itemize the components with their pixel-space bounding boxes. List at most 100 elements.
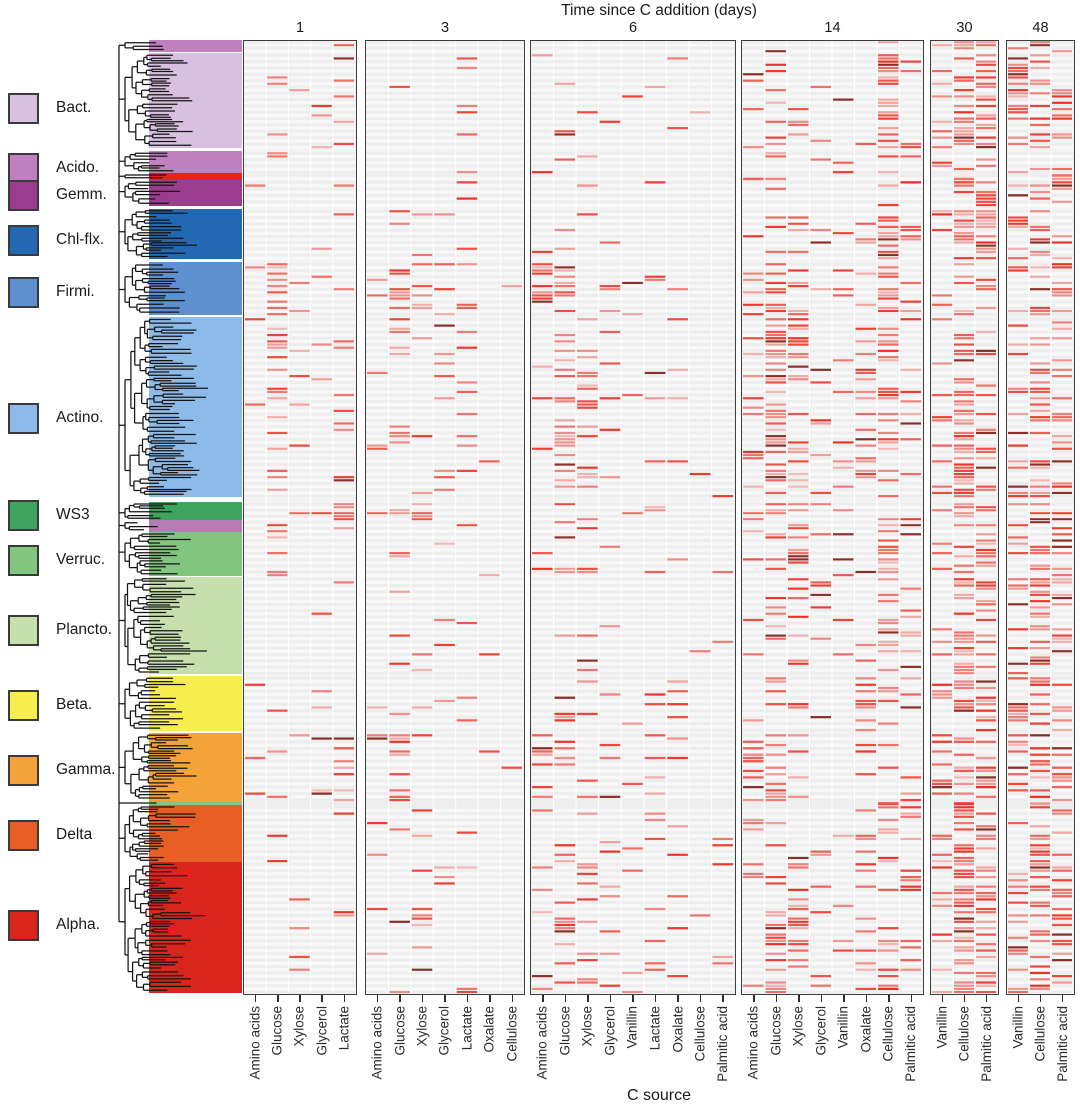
column-label-text: Amino acids xyxy=(247,1006,263,1080)
clade-band-plancto xyxy=(149,577,242,674)
legend-swatch xyxy=(8,276,39,308)
legend-label: Alpha. xyxy=(56,916,100,933)
clade-band-green_sliver xyxy=(149,801,242,805)
legend-swatch xyxy=(8,92,39,124)
column-label-text: Cellulose xyxy=(504,1006,520,1062)
legend-swatch xyxy=(8,544,39,576)
clade-band-verruc xyxy=(149,532,242,576)
panel-day-label-1: 1 xyxy=(295,20,305,36)
clade-band-acido2 xyxy=(149,520,242,532)
column-label-text: Lactate xyxy=(336,1006,352,1051)
legend-item-acido: Acido. xyxy=(8,152,100,184)
legend-swatch xyxy=(8,614,39,646)
legend-item-verruc: Verruc. xyxy=(8,544,106,576)
axis-tick xyxy=(564,995,567,1002)
tree-branches xyxy=(118,42,208,991)
clade-band-acido_top xyxy=(149,40,242,52)
axis-tick xyxy=(865,995,867,1002)
column-label-text: Vanillin xyxy=(934,1006,950,1049)
axis-tick xyxy=(941,995,944,1002)
axis-tick xyxy=(376,995,379,1002)
panel-day-label-6: 6 xyxy=(628,20,638,36)
column-label-text: Glycerol xyxy=(437,1006,452,1056)
clade-band-alpha xyxy=(149,862,242,993)
axis-tick xyxy=(888,995,890,1002)
column-label-text: Amino acids xyxy=(369,1006,385,1080)
column-label-text: Glucose xyxy=(269,1006,285,1056)
axis-tick xyxy=(632,995,634,1002)
axis-tick xyxy=(677,995,679,1002)
column-label-text: Glucose xyxy=(557,1006,573,1056)
clade-band-acido xyxy=(149,151,242,173)
heatmap-panel-day-3 xyxy=(365,40,525,995)
panel-day-label-3: 3 xyxy=(440,20,450,36)
legend-item-firmi: Firmi. xyxy=(8,276,95,308)
axis-tick xyxy=(444,995,446,1002)
heatmap-canvas xyxy=(244,41,355,993)
legend-label: Gamma. xyxy=(56,761,116,778)
axis-tick xyxy=(820,995,822,1002)
column-label-text: Palmitic acid xyxy=(978,1006,994,1082)
legend-item-actino: Actino. xyxy=(8,402,104,434)
column-label-text: Vanillin xyxy=(625,1006,640,1049)
legend-item-beta: Beta. xyxy=(8,689,93,721)
column-label-text: Xylose xyxy=(414,1006,430,1047)
legend-item-bact: Bact. xyxy=(8,92,91,124)
legend-item-plancto: Plancto. xyxy=(8,614,113,646)
column-label-text: Xylose xyxy=(579,1006,595,1047)
column-label-text: Lactate xyxy=(459,1006,475,1051)
legend-label: Plancto. xyxy=(56,621,113,638)
column-label-text: Xylose xyxy=(790,1006,806,1047)
axis-tick xyxy=(321,995,323,1002)
legend-label: Verruc. xyxy=(56,551,106,568)
legend-item-delta: Delta xyxy=(8,819,92,851)
column-label-text: Amino acids xyxy=(745,1006,761,1080)
axis-tick xyxy=(399,995,401,1002)
axis-tick xyxy=(299,995,301,1002)
heatmap-canvas xyxy=(1007,41,1073,993)
legend-item-chlflx: Chl-flx. xyxy=(8,224,105,256)
axis-tick xyxy=(609,995,612,1002)
axis-tick xyxy=(910,995,912,1002)
legend-label: Actino. xyxy=(56,409,104,426)
axis-tick xyxy=(277,995,279,1002)
column-label-text: Lactate xyxy=(647,1006,663,1051)
axis-tick xyxy=(843,995,845,1002)
legend-label: Firmi. xyxy=(56,283,95,300)
axis-tick xyxy=(542,995,544,1002)
axis-tick xyxy=(421,995,424,1002)
heatmap-panel-day-1 xyxy=(243,40,357,995)
column-label-text: Cellulose xyxy=(880,1006,896,1062)
legend-swatch xyxy=(8,179,39,211)
axis-tick xyxy=(343,995,346,1002)
axis-tick xyxy=(963,995,966,1002)
column-label-text: Oxalate xyxy=(481,1006,497,1053)
panel-day-label-14: 14 xyxy=(824,20,841,36)
column-label-text: Glycerol xyxy=(314,1006,330,1056)
axis-tick xyxy=(985,995,988,1002)
panel-day-label-30: 30 xyxy=(956,20,973,36)
column-label-text: Vanillin xyxy=(1010,1006,1026,1049)
column-label-text: Xylose xyxy=(292,1006,307,1047)
clade-band-gamma xyxy=(149,733,242,801)
legend-swatch xyxy=(8,224,39,256)
axis-tick xyxy=(753,995,755,1002)
column-label-text: Cellulose xyxy=(956,1006,972,1062)
legend-label: Acido. xyxy=(56,159,100,176)
legend-label: Gemm. xyxy=(56,186,107,203)
phylogenetic-tree xyxy=(118,40,242,993)
heatmap-panel-day-6 xyxy=(530,40,736,995)
legend-label: WS3 xyxy=(56,506,90,523)
legend-swatch xyxy=(8,819,39,851)
legend-item-ws3: WS3 xyxy=(8,499,90,531)
legend-swatch xyxy=(8,754,39,786)
clade-band-chlflx xyxy=(149,209,242,259)
column-label-text: Amino acids xyxy=(534,1006,550,1080)
legend-label: Beta. xyxy=(56,696,93,713)
column-label-text: Oxalate xyxy=(858,1006,874,1053)
axis-tick xyxy=(466,995,469,1002)
clade-band-red_stripe xyxy=(149,173,242,180)
legend-label: Chl-flx. xyxy=(56,231,105,248)
column-label-text: Glucose xyxy=(392,1006,408,1056)
